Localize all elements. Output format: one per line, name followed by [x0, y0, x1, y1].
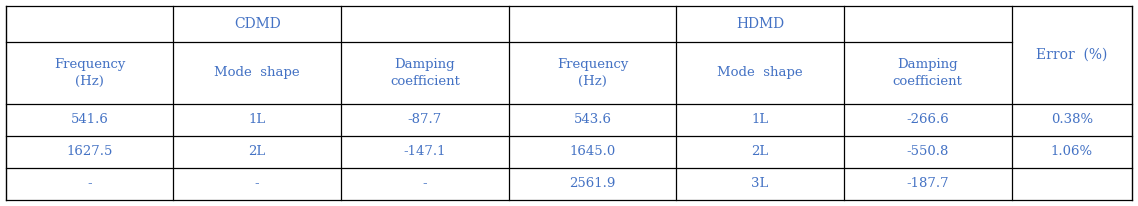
Text: HDMD: HDMD: [736, 17, 784, 31]
Text: -: -: [88, 177, 92, 190]
Text: -: -: [422, 177, 427, 190]
Text: Error  (%): Error (%): [1037, 48, 1107, 62]
Text: 543.6: 543.6: [574, 114, 611, 126]
Text: -: -: [255, 177, 259, 190]
Text: 0.38%: 0.38%: [1050, 114, 1092, 126]
Text: Frequency
(Hz): Frequency (Hz): [556, 58, 628, 88]
Text: 1L: 1L: [248, 114, 266, 126]
Text: -87.7: -87.7: [407, 114, 442, 126]
Text: 2561.9: 2561.9: [569, 177, 616, 190]
Text: Mode  shape: Mode shape: [717, 67, 803, 80]
Text: CDMD: CDMD: [233, 17, 281, 31]
Text: 1627.5: 1627.5: [66, 145, 113, 158]
Text: 1.06%: 1.06%: [1050, 145, 1092, 158]
Text: 541.6: 541.6: [71, 114, 108, 126]
Text: Frequency
(Hz): Frequency (Hz): [53, 58, 125, 88]
Text: 2L: 2L: [248, 145, 266, 158]
Text: Damping
coefficient: Damping coefficient: [390, 58, 460, 88]
Text: -187.7: -187.7: [907, 177, 949, 190]
Text: 1L: 1L: [751, 114, 769, 126]
Text: 3L: 3L: [751, 177, 769, 190]
Text: Damping
coefficient: Damping coefficient: [893, 58, 963, 88]
Text: -550.8: -550.8: [907, 145, 949, 158]
Text: Mode  shape: Mode shape: [214, 67, 300, 80]
Text: -266.6: -266.6: [906, 114, 949, 126]
Text: 1645.0: 1645.0: [569, 145, 616, 158]
Text: -147.1: -147.1: [404, 145, 446, 158]
Text: 2L: 2L: [751, 145, 769, 158]
